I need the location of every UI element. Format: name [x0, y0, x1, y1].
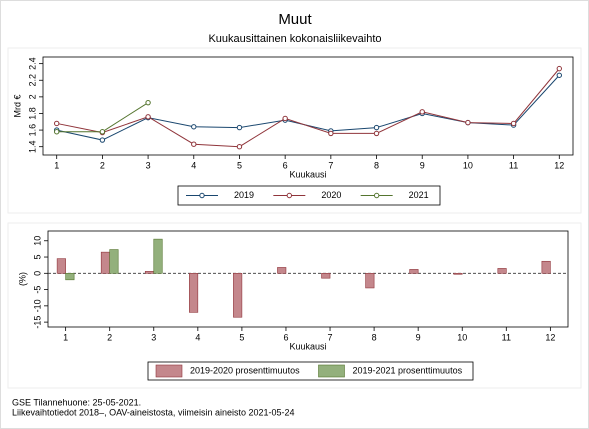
x-tick-label: 12: [554, 160, 564, 170]
bar: [65, 273, 75, 281]
x-tick-label: 8: [372, 332, 377, 342]
point: [328, 130, 334, 137]
legend-marker: [286, 192, 293, 199]
point: [54, 129, 60, 135]
bar: [453, 273, 463, 275]
x-tick-label: 7: [328, 332, 333, 342]
point: [556, 65, 562, 72]
y-tick-label: 5: [32, 255, 42, 260]
note: Liikevaihtotiedot 2018–, OAV-aineistosta…: [12, 407, 295, 417]
point: [465, 119, 471, 126]
point: [145, 99, 151, 106]
point: [556, 72, 562, 78]
bar: [144, 271, 155, 274]
chart-title: Muut: [278, 11, 312, 28]
x-tick-label: 10: [457, 332, 467, 342]
point: [373, 130, 380, 137]
series-line: [56, 68, 560, 148]
bar: [409, 269, 419, 274]
bar: [365, 273, 375, 289]
point: [99, 137, 106, 143]
y-tick-label: 1.8: [27, 107, 37, 120]
bar: [541, 260, 551, 274]
x-tick-label: 2: [107, 332, 112, 342]
panel-frame: [7, 47, 582, 214]
bar: [189, 273, 199, 313]
plot-area: [47, 230, 569, 328]
x-tick-label: 7: [328, 160, 333, 170]
note: GSE Tilannehuone: 25-05-2021.: [12, 397, 141, 407]
legend-label: 2020: [321, 190, 341, 200]
bar: [277, 267, 287, 274]
x-tick-label: 4: [195, 332, 200, 342]
bar: [109, 249, 119, 274]
y-tick-label: 2.4: [27, 57, 37, 70]
legend-marker: [373, 192, 380, 199]
point: [419, 109, 425, 115]
plot-area: [42, 56, 574, 156]
y-tick-label: -10: [32, 299, 42, 312]
legend-swatch: [155, 364, 183, 378]
y-axis-label: Mrd €: [12, 94, 22, 117]
legend-marker: [199, 192, 205, 199]
y-tick-label: 1.4: [27, 140, 37, 153]
point: [236, 124, 243, 131]
x-tick-label: 1: [54, 160, 59, 170]
point: [99, 129, 106, 135]
point: [373, 124, 380, 131]
x-tick-label: 5: [239, 332, 244, 342]
point: [191, 141, 197, 147]
y-tick-label: 0: [32, 271, 42, 276]
x-tick-label: 4: [191, 160, 196, 170]
x-tick-label: 11: [509, 160, 518, 170]
legend-label: 2019-2021 prosenttimuutos: [353, 365, 463, 375]
bar: [56, 258, 66, 274]
y-tick-label: 2: [27, 94, 37, 99]
x-tick-label: 6: [283, 332, 288, 342]
x-tick-label: 8: [374, 160, 379, 170]
point: [282, 115, 288, 122]
y-tick-label: -15: [32, 316, 42, 329]
x-tick-label: 6: [283, 160, 288, 170]
bar: [321, 273, 331, 279]
x-tick-label: 5: [237, 160, 242, 170]
bar: [497, 268, 507, 274]
bar: [233, 273, 243, 318]
point: [236, 143, 243, 150]
point: [145, 114, 151, 120]
bar: [100, 251, 110, 274]
bar: [153, 238, 163, 274]
legend-label: 2019: [234, 190, 254, 200]
legend-label: 2021: [409, 190, 429, 200]
y-tick-label: 10: [32, 236, 42, 246]
y-axis-label: (%): [17, 272, 27, 286]
x-tick-label: 9: [420, 160, 425, 170]
x-tick-label: 2: [100, 160, 105, 170]
x-tick-label: 11: [502, 332, 511, 342]
x-tick-label: 3: [146, 160, 151, 170]
x-axis-label: Kuukausi: [289, 169, 326, 179]
x-tick-label: 10: [463, 160, 473, 170]
legend-swatch: [318, 364, 345, 378]
legend-box: [177, 185, 441, 206]
point: [191, 124, 197, 130]
x-axis-label: Kuukausi: [289, 341, 326, 351]
x-tick-label: 12: [545, 332, 555, 342]
x-tick-label: 1: [63, 332, 68, 342]
chart-subtitle: Kuukausittainen kokonaisliikevaihto: [208, 33, 381, 45]
y-tick-label: 2.2: [27, 74, 37, 87]
y-tick-label: -5: [32, 286, 42, 294]
y-tick-label: 1.6: [27, 124, 37, 137]
point: [54, 120, 60, 127]
legend-label: 2019-2020 prosenttimuutos: [190, 365, 300, 375]
x-tick-label: 3: [151, 332, 156, 342]
x-tick-label: 9: [416, 332, 421, 342]
legend-box: [147, 361, 474, 381]
panel-frame: [7, 222, 582, 389]
point: [510, 120, 517, 127]
